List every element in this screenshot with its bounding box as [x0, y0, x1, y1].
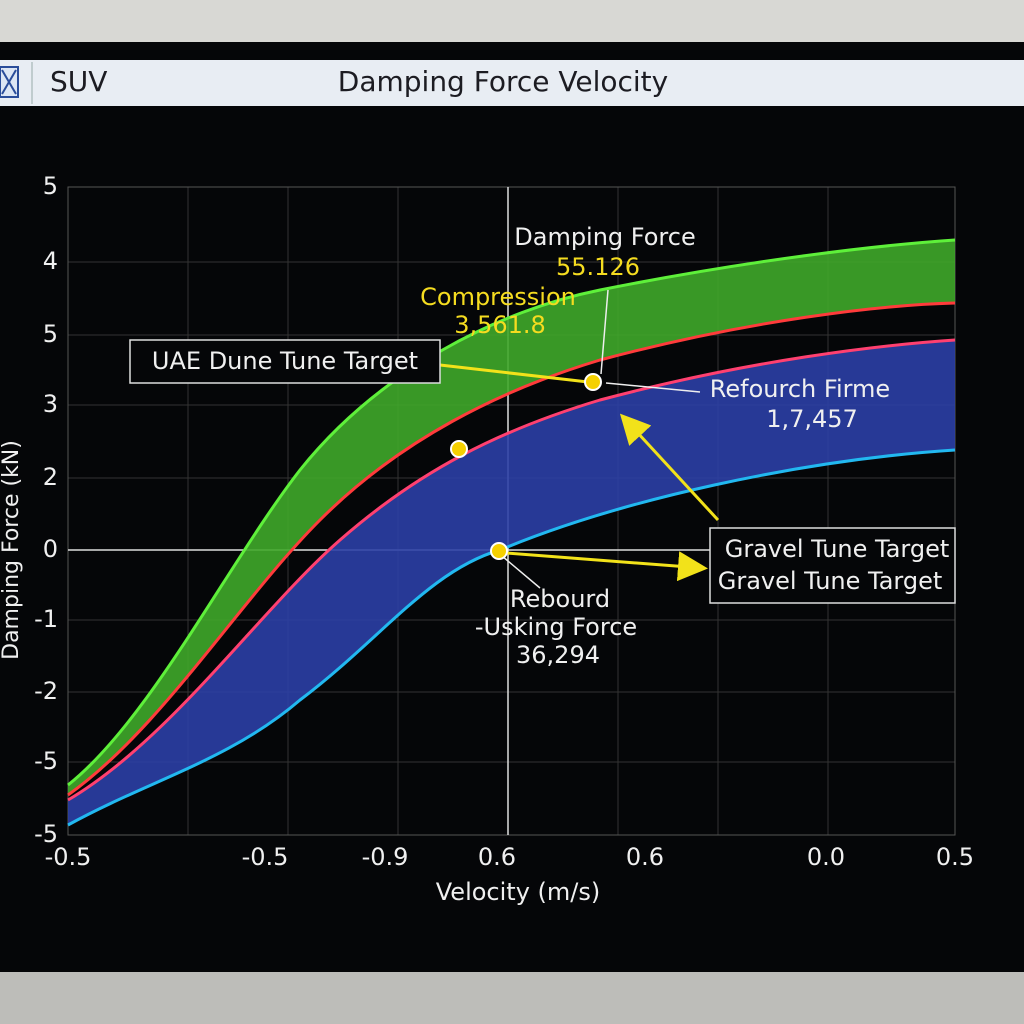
title-bar — [0, 60, 1024, 106]
arrow — [505, 551, 708, 582]
y-tick-label: -5 — [34, 747, 58, 775]
marker — [490, 542, 508, 560]
cyan-curve — [67, 448, 956, 827]
target-box — [129, 339, 441, 384]
annotation: Refourch Firme — [710, 375, 890, 403]
arrow — [619, 413, 720, 522]
plot-frame — [67, 186, 956, 836]
leader-lines — [501, 289, 701, 589]
marker — [584, 373, 602, 391]
bezel-top — [0, 0, 1024, 42]
window-title: Damping Force Velocity — [338, 65, 668, 98]
x-tick-label: 0.6 — [478, 843, 516, 871]
y-tick-label: 0 — [43, 535, 58, 563]
y-tick-label: 2 — [43, 463, 58, 491]
y-tick-label: -1 — [34, 605, 58, 633]
annotation: Damping Force — [514, 223, 695, 251]
red-curve — [67, 301, 956, 797]
annotation: -Usking Force — [475, 613, 637, 641]
annotation: 36,294 — [516, 641, 600, 669]
y-tick-label: -5 — [34, 820, 58, 848]
x-tick-label: 0.5 — [936, 843, 974, 871]
tab-label[interactable]: SUV — [50, 65, 107, 98]
y-tick-label: 3 — [43, 390, 58, 418]
y-tick-label: 5 — [43, 172, 58, 200]
compression-band — [68, 240, 955, 795]
arrow — [439, 363, 589, 384]
y-tick-label: -2 — [34, 677, 58, 705]
marker — [450, 440, 468, 458]
y-tick-label: 5 — [43, 320, 58, 348]
x-tick-label: -0.5 — [242, 843, 289, 871]
annotation: Gravel Tune Target — [725, 535, 950, 563]
target-box — [709, 527, 956, 604]
annotation: Compression — [420, 283, 576, 311]
x-tick-label: -0.9 — [362, 843, 409, 871]
rebound-band — [68, 340, 955, 825]
annotation: 3,561.8 — [454, 311, 546, 339]
y-axis-label: Damping Force (kN) — [0, 440, 24, 660]
y-tick-label: 4 — [43, 247, 58, 275]
annotation: 55.126 — [556, 253, 640, 281]
annotation: Gravel Tune Target — [718, 567, 943, 595]
close-icon — [1, 69, 17, 95]
annotation: Rebourd — [510, 585, 610, 613]
annotation: UAE Dune Tune Target — [152, 347, 418, 375]
x-tick-label: 0.6 — [626, 843, 664, 871]
annotation: 1,7,457 — [766, 405, 858, 433]
x-tick-label: 0.0 — [807, 843, 845, 871]
x-tick-label: -0.5 — [45, 843, 92, 871]
bezel-bottom — [0, 972, 1024, 1024]
x-axis-label: Velocity (m/s) — [436, 878, 600, 906]
